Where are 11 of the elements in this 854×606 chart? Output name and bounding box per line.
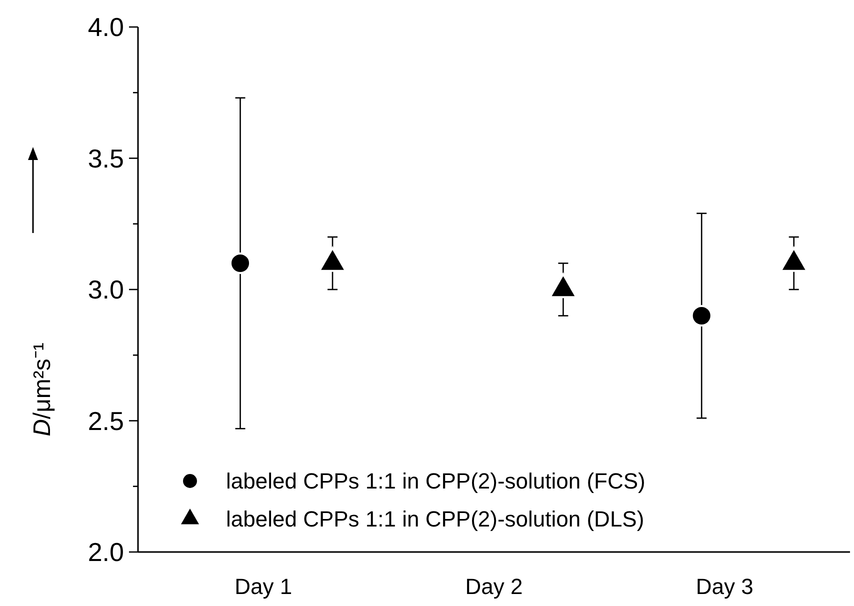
y-tick-label: 3.0 — [88, 274, 124, 305]
legend-label: labeled CPPs 1:1 in CPP(2)-solution (FCS) — [226, 468, 646, 494]
y-tick-label: 4.0 — [88, 12, 124, 42]
y-tick-label: 3.5 — [88, 143, 124, 174]
y-tick-label: 2.5 — [88, 406, 124, 436]
legend-label: labeled CPPs 1:1 in CPP(2)-solution (DLS) — [226, 506, 644, 532]
y-tick-label: 2.0 — [88, 537, 124, 568]
x-tick-label: Day 2 — [465, 574, 523, 599]
x-tick-label: Day 3 — [696, 574, 754, 599]
y-axis-title: D/μm²s⁻¹ — [29, 342, 56, 436]
x-tick-label: Day 1 — [234, 574, 292, 599]
